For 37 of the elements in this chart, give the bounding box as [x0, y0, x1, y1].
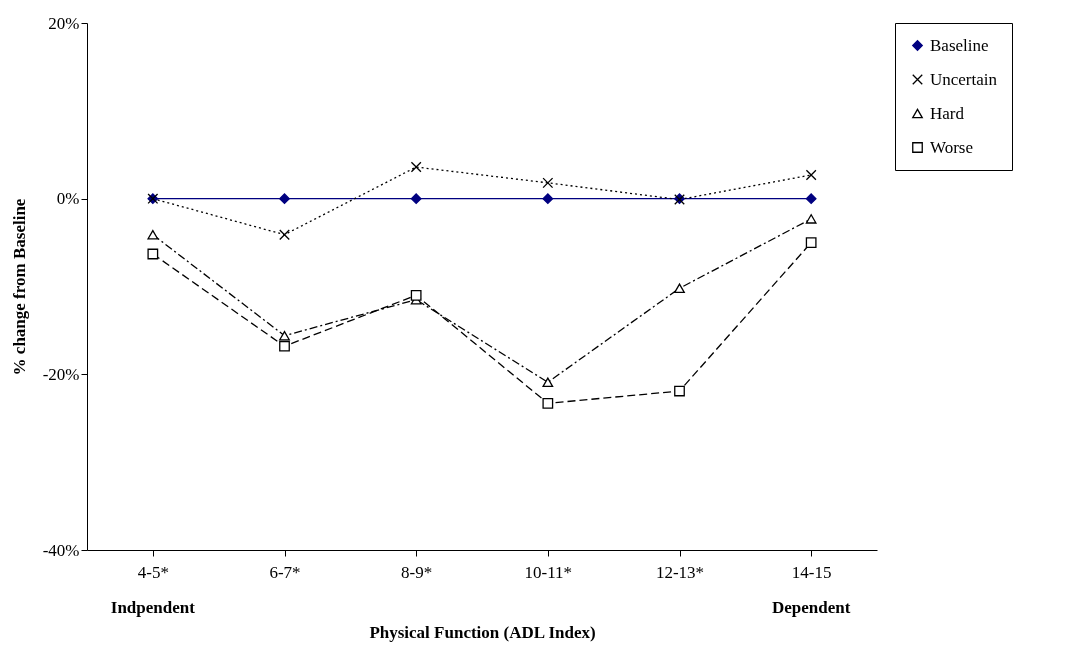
y-tick-label: 20%: [48, 13, 80, 33]
x-tick-label: 12-13*: [655, 562, 705, 582]
point: [542, 397, 554, 409]
y-tick-label: -40%: [42, 540, 80, 560]
point: [542, 193, 554, 205]
point: [542, 377, 554, 387]
point: [805, 214, 817, 224]
x-axis-title: Physical Function (ADL Index): [369, 622, 596, 642]
point: [542, 177, 554, 189]
point: [410, 193, 422, 205]
point: [410, 289, 422, 301]
y-axis-title: % change from Baseline: [9, 198, 29, 376]
point: [674, 283, 685, 294]
legend-label: Uncertain: [930, 69, 998, 89]
x-tick-label: 4-5*: [137, 562, 169, 582]
point: [279, 340, 290, 352]
x-tick-label: 14-15: [791, 562, 832, 582]
x-tick-label: 10-11*: [524, 562, 573, 582]
point: [805, 169, 817, 181]
y-tick-label: -20%: [42, 364, 80, 384]
point: [279, 229, 290, 241]
point: [147, 229, 159, 240]
point: [147, 248, 159, 260]
legend-label: Worse: [930, 137, 974, 157]
x-tick-label: 6-7*: [269, 562, 301, 582]
point: [805, 193, 817, 205]
text: Indpendent: [110, 598, 196, 617]
legend-label: Baseline: [930, 35, 989, 55]
point: [805, 237, 817, 248]
x-tick-label: 8-9*: [401, 562, 433, 582]
text: Dependent: [771, 598, 851, 617]
point: [674, 385, 685, 397]
y-tick-label: 0%: [56, 189, 80, 209]
legend-label: Hard: [930, 103, 965, 123]
point: [410, 161, 422, 173]
point: [279, 193, 290, 205]
point: [279, 330, 290, 341]
